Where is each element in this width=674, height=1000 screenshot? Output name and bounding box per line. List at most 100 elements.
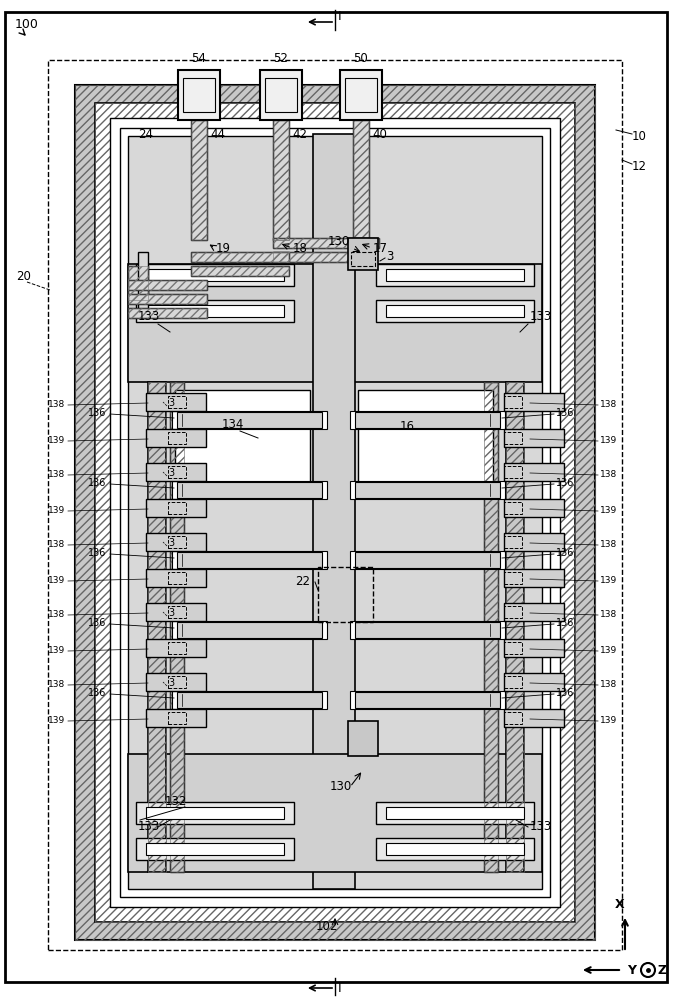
Bar [95, 103, 575, 922]
Bar [146, 843, 284, 855]
Bar [273, 120, 289, 240]
Bar [504, 639, 564, 657]
Bar [504, 396, 522, 408]
Text: 138: 138 [48, 470, 65, 479]
Bar [386, 305, 524, 317]
Text: 136: 136 [556, 478, 574, 488]
Circle shape [641, 963, 655, 977]
Bar [504, 393, 564, 411]
Bar [128, 280, 207, 290]
Bar [172, 481, 327, 499]
Text: 139: 139 [48, 646, 65, 655]
Bar [504, 533, 564, 551]
Bar [504, 709, 564, 727]
Bar [146, 569, 206, 587]
Bar [146, 429, 206, 447]
Bar [355, 412, 500, 428]
Bar [504, 676, 522, 688]
Bar [128, 266, 148, 300]
Bar [350, 551, 505, 569]
Text: 133: 133 [138, 820, 160, 833]
Bar [120, 128, 550, 897]
Bar [177, 482, 322, 498]
Bar [172, 411, 327, 429]
Text: 40: 40 [372, 128, 387, 141]
Text: 138: 138 [48, 400, 65, 409]
Bar [191, 120, 207, 240]
Text: 133: 133 [530, 820, 552, 833]
Bar [175, 390, 310, 490]
Text: 3: 3 [168, 538, 174, 548]
Bar [504, 606, 522, 618]
Text: 136: 136 [556, 688, 574, 698]
Bar [48, 60, 622, 950]
Bar [348, 721, 378, 756]
Text: 138: 138 [48, 540, 65, 549]
Bar [350, 481, 505, 499]
Text: 3: 3 [168, 398, 174, 408]
Text: 139: 139 [48, 716, 65, 725]
Bar [146, 709, 206, 727]
Bar [128, 294, 207, 304]
Bar [136, 264, 294, 286]
Text: Y: Y [627, 964, 636, 976]
Bar [168, 536, 186, 548]
Bar [146, 393, 206, 411]
Bar [504, 712, 522, 724]
Text: 139: 139 [600, 576, 617, 585]
Bar [128, 308, 207, 318]
Bar [260, 70, 302, 120]
Bar [146, 305, 284, 317]
Bar [358, 390, 493, 490]
Bar [172, 621, 327, 639]
Bar [273, 238, 369, 248]
Bar [172, 551, 327, 569]
Text: 10: 10 [632, 130, 647, 143]
Bar [146, 499, 206, 517]
Text: 44: 44 [210, 128, 225, 141]
Bar [138, 252, 148, 310]
Text: 136: 136 [556, 408, 574, 418]
Text: 139: 139 [48, 436, 65, 445]
Text: 139: 139 [600, 646, 617, 655]
Bar [146, 807, 284, 819]
Text: 138: 138 [48, 610, 65, 619]
Text: 19: 19 [216, 242, 231, 255]
Text: 136: 136 [88, 618, 106, 628]
Text: 138: 138 [600, 610, 617, 619]
Bar [265, 78, 297, 112]
Bar [353, 120, 369, 240]
Bar [350, 691, 505, 709]
Text: 42: 42 [292, 128, 307, 141]
Bar [146, 269, 284, 281]
Bar [376, 264, 534, 286]
Text: 139: 139 [48, 576, 65, 585]
Text: X: X [615, 898, 625, 911]
Bar [273, 252, 369, 262]
Bar [136, 802, 294, 824]
Text: 138: 138 [600, 400, 617, 409]
Bar [146, 639, 206, 657]
Bar [128, 264, 542, 382]
Bar [191, 266, 289, 276]
Bar [75, 85, 595, 940]
Bar [386, 843, 524, 855]
Bar [191, 252, 289, 262]
Bar [313, 134, 355, 889]
Text: 136: 136 [556, 618, 574, 628]
Text: 139: 139 [48, 506, 65, 515]
Bar [183, 78, 215, 112]
Bar [178, 70, 220, 120]
Text: 130: 130 [328, 235, 350, 248]
Bar [128, 308, 207, 318]
Bar [168, 572, 186, 584]
Bar [168, 432, 186, 444]
Bar [168, 712, 186, 724]
Text: 18: 18 [293, 242, 308, 255]
Bar [191, 120, 207, 240]
Bar [386, 269, 524, 281]
Bar [95, 103, 575, 922]
Bar [351, 252, 375, 266]
Text: Z: Z [657, 964, 666, 976]
Bar [318, 567, 373, 622]
